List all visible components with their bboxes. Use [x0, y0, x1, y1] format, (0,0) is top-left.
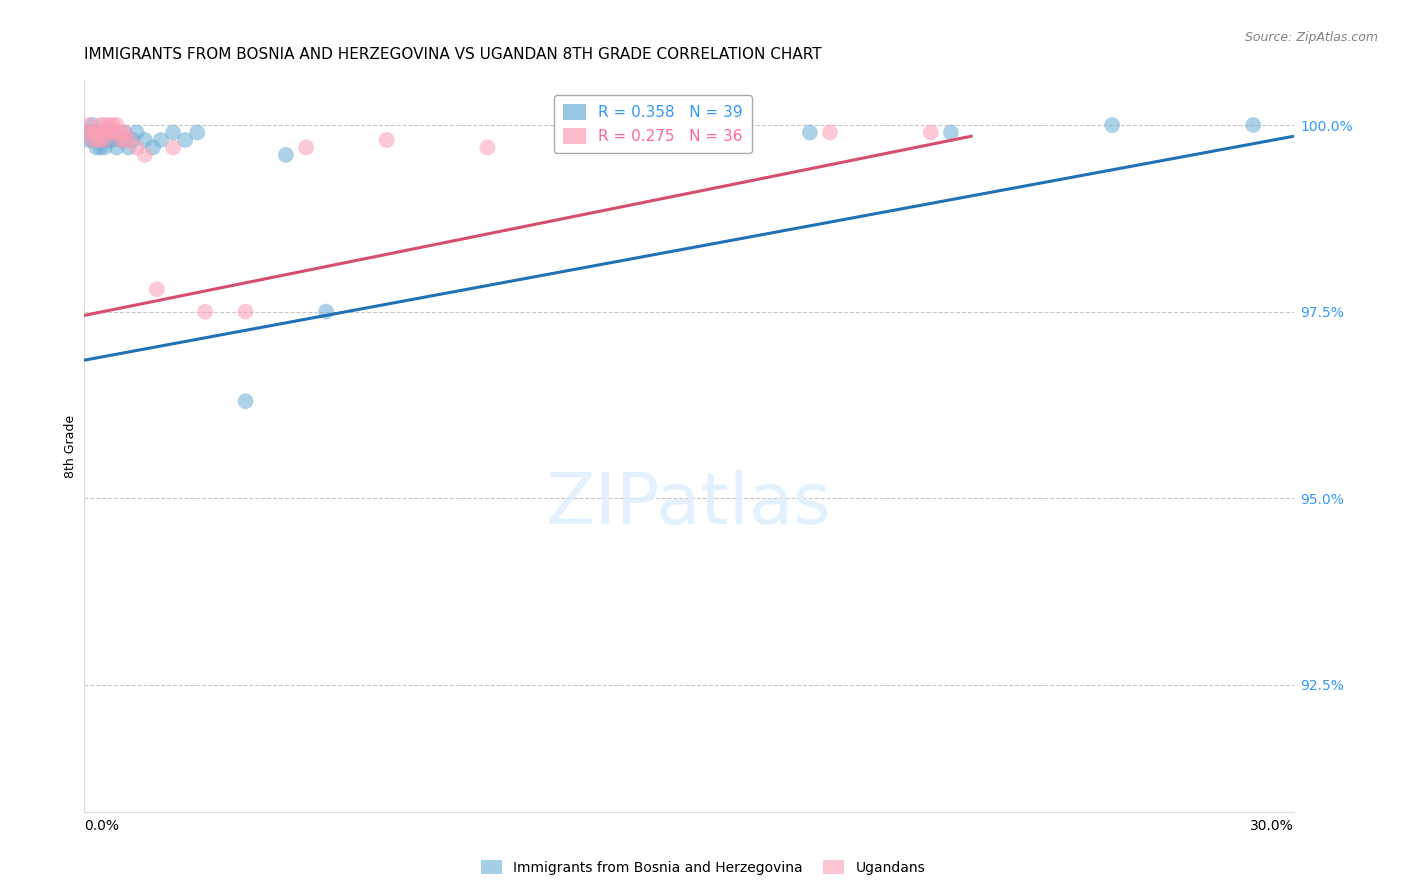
Point — [93, 133, 115, 147]
Point — [142, 140, 165, 154]
Text: Source: ZipAtlas.com: Source: ZipAtlas.com — [1244, 31, 1378, 45]
Point — [125, 140, 148, 154]
Point — [89, 133, 111, 147]
Point — [86, 140, 108, 154]
Point — [375, 133, 398, 147]
Point — [97, 133, 120, 147]
Point — [194, 304, 217, 318]
Point — [939, 126, 962, 140]
Point — [77, 126, 100, 140]
Point — [125, 126, 148, 140]
Point — [101, 133, 124, 147]
Point — [315, 304, 337, 318]
Point — [97, 118, 120, 132]
Point — [799, 126, 821, 140]
Point — [105, 118, 128, 132]
Point — [86, 126, 108, 140]
Point — [77, 133, 100, 147]
Point — [82, 126, 104, 140]
Point — [93, 133, 115, 147]
Text: IMMIGRANTS FROM BOSNIA AND HERZEGOVINA VS UGANDAN 8TH GRADE CORRELATION CHART: IMMIGRANTS FROM BOSNIA AND HERZEGOVINA V… — [84, 47, 823, 62]
Point — [114, 133, 136, 147]
Point — [82, 126, 104, 140]
Point — [77, 118, 100, 132]
Point — [105, 140, 128, 154]
Point — [146, 282, 169, 296]
Text: 30.0%: 30.0% — [1250, 819, 1294, 833]
Legend: R = 0.358   N = 39, R = 0.275   N = 36: R = 0.358 N = 39, R = 0.275 N = 36 — [554, 95, 752, 153]
Point — [920, 126, 942, 140]
Point — [186, 126, 208, 140]
Point — [162, 140, 184, 154]
Point — [93, 140, 115, 154]
Y-axis label: 8th Grade: 8th Grade — [65, 415, 77, 477]
Point — [89, 133, 111, 147]
Point — [110, 126, 132, 140]
Point — [295, 140, 318, 154]
Point — [477, 140, 499, 154]
Point — [105, 126, 128, 140]
Point — [598, 133, 620, 147]
Point — [697, 126, 720, 140]
Point — [110, 133, 132, 147]
Point — [274, 148, 297, 162]
Point — [121, 133, 143, 147]
Point — [93, 126, 115, 140]
Point — [86, 133, 108, 147]
Point — [82, 133, 104, 147]
Point — [110, 133, 132, 147]
Point — [598, 126, 620, 140]
Point — [86, 126, 108, 140]
Point — [101, 118, 124, 132]
Point — [97, 126, 120, 140]
Point — [82, 133, 104, 147]
Point — [1241, 118, 1264, 132]
Point — [818, 126, 841, 140]
Point — [118, 133, 141, 147]
Point — [134, 133, 156, 147]
Point — [114, 126, 136, 140]
Legend: Immigrants from Bosnia and Herzegovina, Ugandans: Immigrants from Bosnia and Herzegovina, … — [475, 855, 931, 880]
Point — [101, 126, 124, 140]
Point — [118, 140, 141, 154]
Point — [235, 394, 257, 409]
Point — [1101, 118, 1123, 132]
Point — [697, 126, 720, 140]
Point — [162, 126, 184, 140]
Point — [86, 133, 108, 147]
Point — [149, 133, 172, 147]
Point — [93, 118, 115, 132]
Text: ZIPatlas: ZIPatlas — [546, 470, 832, 539]
Point — [82, 118, 104, 132]
Point — [77, 126, 100, 140]
Point — [101, 126, 124, 140]
Point — [114, 126, 136, 140]
Text: 0.0%: 0.0% — [84, 819, 120, 833]
Point — [174, 133, 197, 147]
Point — [235, 304, 257, 318]
Point — [89, 118, 111, 132]
Point — [89, 126, 111, 140]
Point — [89, 140, 111, 154]
Point — [114, 133, 136, 147]
Point — [134, 148, 156, 162]
Point — [93, 126, 115, 140]
Point — [97, 126, 120, 140]
